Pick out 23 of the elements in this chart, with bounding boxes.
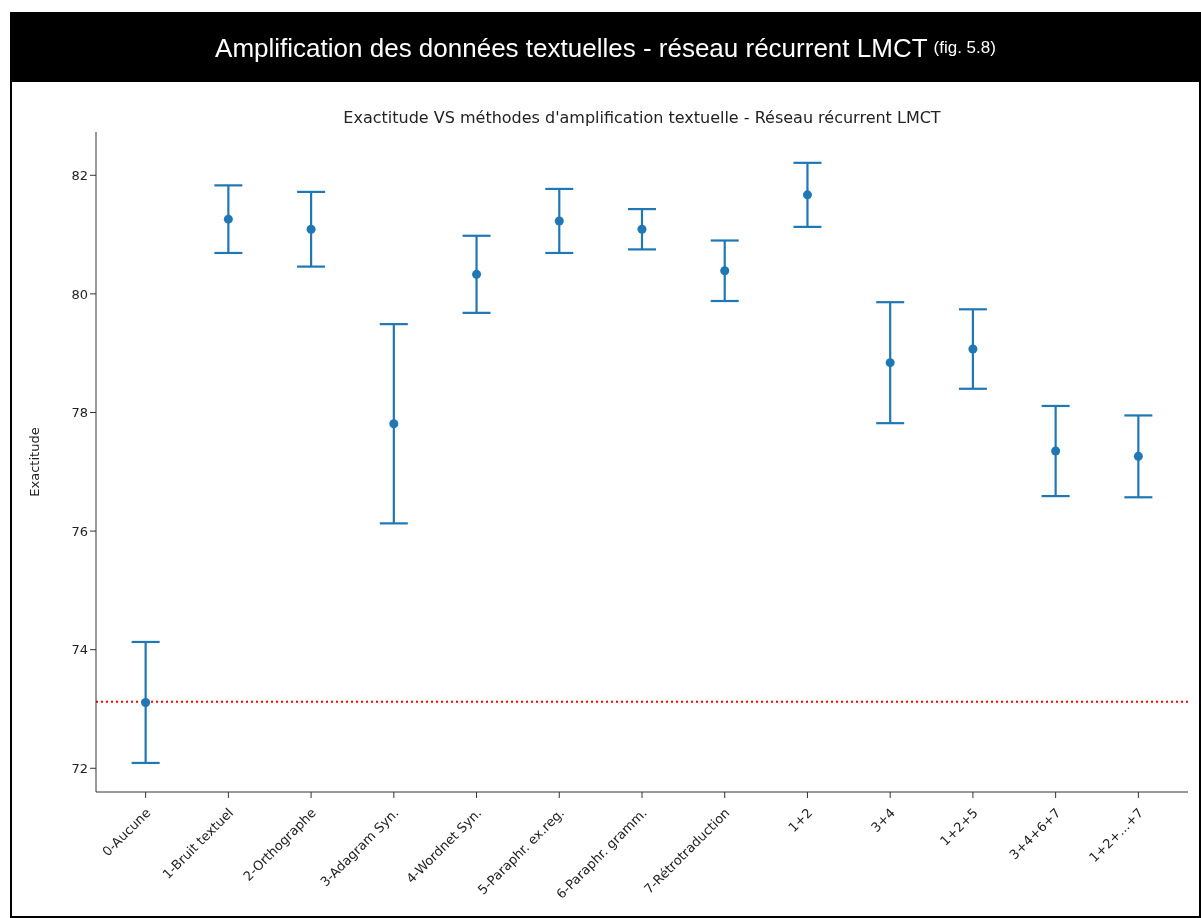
text: (fig. 5.8) <box>933 38 996 58</box>
y-tick-label: 74 <box>71 642 88 658</box>
chart-subtitle: Exactitude VS méthodes d'amplification textuelle - Réseau récurrent LMCT <box>342 108 942 127</box>
y-tick-label: 78 <box>71 405 88 421</box>
y-tick-label: 72 <box>71 760 88 776</box>
point <box>141 697 151 707</box>
point <box>554 216 564 226</box>
point <box>389 419 399 429</box>
point <box>802 190 812 200</box>
y-tick-label: 80 <box>71 286 88 302</box>
point <box>1051 446 1061 456</box>
point <box>1133 451 1143 461</box>
point <box>968 344 978 354</box>
point <box>472 269 482 279</box>
y-tick-label: 82 <box>71 167 88 183</box>
point <box>885 358 895 368</box>
point <box>637 224 647 234</box>
point <box>223 214 233 224</box>
point <box>720 266 730 276</box>
chart-title: Amplification des données textuelles - réseau récurrent LMCT <box>215 32 928 64</box>
y-tick-label: 76 <box>71 523 88 539</box>
point <box>306 224 316 234</box>
y-axis-title: Exactitude <box>26 427 42 497</box>
